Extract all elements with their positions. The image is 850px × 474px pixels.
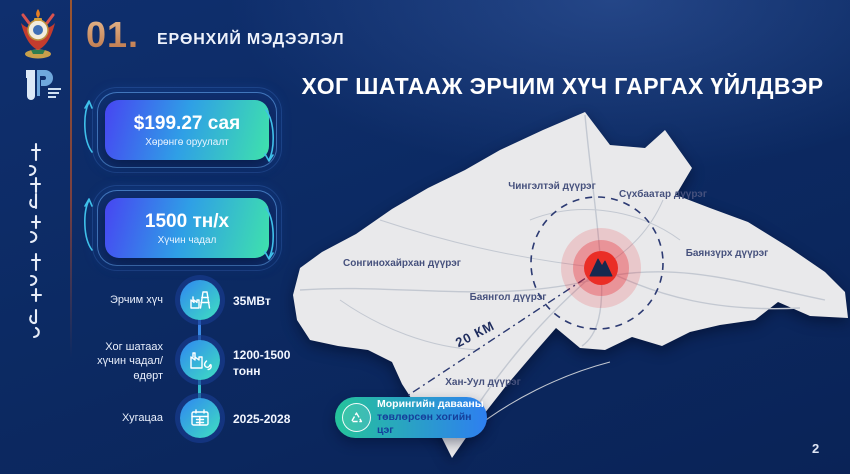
- mongolian-vertical-script-icon: [24, 142, 48, 349]
- recycle-icon: [342, 403, 371, 432]
- fact-label-capacity: Хог шатаах хүчин чадал/өдөрт: [97, 341, 163, 382]
- section-number: 01.: [86, 14, 140, 55]
- plant-marker[interactable]: [561, 228, 641, 308]
- fact-value-capacity: 1200-1500 тонн: [233, 348, 291, 379]
- partnership-logo-icon: [18, 64, 64, 115]
- stat-value: 1500 тн/х: [144, 210, 230, 232]
- radius-circle-20km: [530, 196, 664, 330]
- district-label: Баянгол дүүрэг: [470, 292, 547, 303]
- incinerator-icon: [180, 340, 220, 380]
- fact-label-energy: Эрчим хүч: [109, 294, 163, 306]
- ulaanbaatar-coat-of-arms-icon: [17, 7, 59, 66]
- badge-line-1: Морингийн давааны: [377, 397, 484, 410]
- page-title: ХОГ ШАТААЖ ЭРЧИМ ХҮЧ ГАРГАХ ҮЙЛДВЭР: [301, 73, 824, 99]
- calendar-icon: [180, 398, 220, 438]
- stat-value: $199.27 сая: [133, 112, 241, 134]
- sidebar-divider: [70, 0, 72, 358]
- arrow-down-icon: [264, 109, 274, 162]
- badge-line-2: төвлөрсөн хогийн цэг: [377, 410, 472, 437]
- arrow-down-icon: [264, 207, 274, 260]
- power-plant-icon: [180, 280, 220, 320]
- stat-label: Хүчин чадал: [157, 234, 217, 246]
- district-label: Баянзүрх дүүрэг: [686, 248, 769, 259]
- page-number: 2: [812, 441, 820, 456]
- arrow-up-icon: [84, 100, 93, 153]
- district-label: Сүхбаатар дүүрэг: [619, 188, 707, 200]
- fact-value-period: 2025-2028: [233, 412, 291, 426]
- district-label: Сонгинохайрхан дүүрэг: [343, 258, 461, 269]
- district-label: Хан-Уул дүүрэг: [445, 377, 521, 388]
- stat-card-capacity: 1500 тн/х Хүчин чадал: [92, 185, 282, 271]
- stat-card-investment: $199.27 сая Хөрөнгө оруулалт: [92, 87, 282, 173]
- section-title: ЕРӨНХИЙ МЭДЭЭЛЭЛ: [157, 31, 345, 48]
- fact-label-period: Хугацаа: [121, 412, 163, 424]
- radius-dash-line: [397, 267, 602, 403]
- arrow-up-icon: [84, 198, 93, 251]
- plant-location-marker-icon: [589, 258, 613, 277]
- waste-point-badge[interactable]: Морингийн давааны төвлөрсөн хогийн цэг: [335, 397, 487, 438]
- district-label: Чингэлтэй дүүрэг: [508, 181, 596, 192]
- stat-label: Хөрөнгө оруулалт: [145, 136, 229, 148]
- ulaanbaatar-district-map: Чингэлтэй дүүрэг Сүхбаатар дүүрэг Баянзү…: [293, 112, 848, 458]
- fact-value-energy: 35МВт: [233, 294, 271, 308]
